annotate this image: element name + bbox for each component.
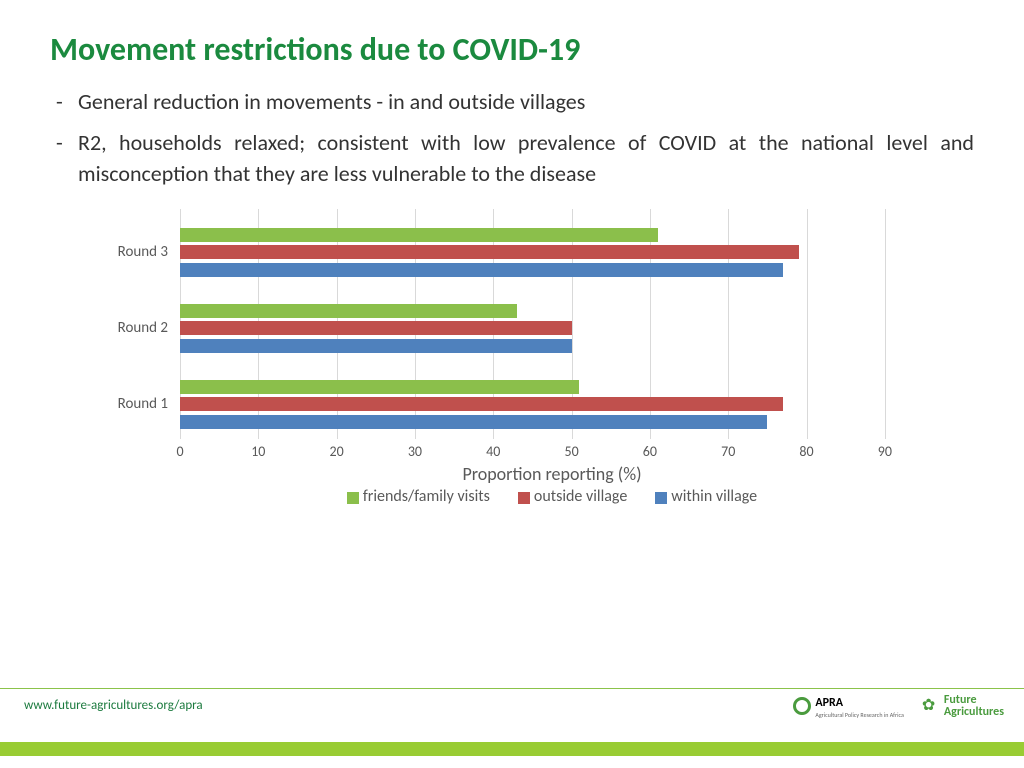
x-tick-label: 30 — [408, 443, 422, 460]
x-tick-label: 80 — [799, 443, 813, 460]
bar — [180, 397, 783, 411]
x-tick-label: 20 — [330, 443, 344, 460]
category-label: Round 3 — [118, 243, 168, 261]
x-tick-label: 90 — [878, 443, 892, 460]
apra-logo: APRA Agricultural Policy Research in Afr… — [793, 692, 904, 719]
x-tick-label: 40 — [486, 443, 500, 460]
apra-logo-icon — [793, 697, 811, 715]
bullet-item: R2, households relaxed; consistent with … — [50, 128, 974, 190]
future-agricultures-icon — [922, 697, 940, 715]
slide-footer: www.future-agricultures.org/apra APRA Ag… — [0, 688, 1024, 768]
apra-logo-sub: Agricultural Policy Research in Africa — [815, 711, 904, 719]
footer-divider — [0, 688, 1024, 689]
footer-logos: APRA Agricultural Policy Research in Afr… — [793, 692, 1004, 719]
bullet-list: General reduction in movements - in and … — [50, 87, 974, 189]
legend-swatch — [347, 492, 359, 504]
plot-area: Round 3Round 2Round 1 — [180, 209, 924, 439]
bar-chart: Round 3Round 2Round 1 Proportion reporti… — [110, 209, 934, 509]
legend-item: within village — [655, 487, 757, 506]
category-label: Round 1 — [118, 395, 168, 413]
x-tick-label: 0 — [176, 443, 183, 460]
bar — [180, 228, 658, 242]
legend-label: friends/family visits — [363, 487, 490, 506]
x-tick-label: 50 — [564, 443, 578, 460]
x-tick-label: 10 — [251, 443, 265, 460]
slide-title: Movement restrictions due to COVID-19 — [50, 30, 974, 69]
bar — [180, 339, 572, 353]
legend-item: outside village — [518, 487, 627, 506]
footer-accent-bar — [0, 742, 1024, 756]
bar — [180, 304, 517, 318]
category-label: Round 2 — [118, 319, 168, 337]
slide: Movement restrictions due to COVID-19 Ge… — [0, 0, 1024, 768]
legend-label: outside village — [534, 487, 627, 506]
legend-item: friends/family visits — [347, 487, 490, 506]
x-tick-label: 60 — [643, 443, 657, 460]
footer-url: www.future-agricultures.org/apra — [24, 698, 203, 713]
bar — [180, 380, 579, 394]
bullet-item: General reduction in movements - in and … — [50, 87, 974, 118]
bar — [180, 263, 783, 277]
bar — [180, 415, 767, 429]
apra-logo-text: APRA — [815, 696, 843, 710]
x-tick-label: 70 — [721, 443, 735, 460]
legend-swatch — [518, 492, 530, 504]
future-agricultures-logo: Future Agricultures — [922, 694, 1004, 718]
gridline — [885, 209, 886, 439]
legend-label: within village — [671, 487, 757, 506]
legend-swatch — [655, 492, 667, 504]
chart-legend: friends/family visits outside village with… — [180, 487, 924, 506]
bar — [180, 245, 799, 259]
gridline — [807, 209, 808, 439]
future-agricultures-text: Future Agricultures — [944, 694, 1004, 718]
x-axis-title: Proportion reporting (%) — [180, 463, 924, 485]
bar — [180, 321, 572, 335]
